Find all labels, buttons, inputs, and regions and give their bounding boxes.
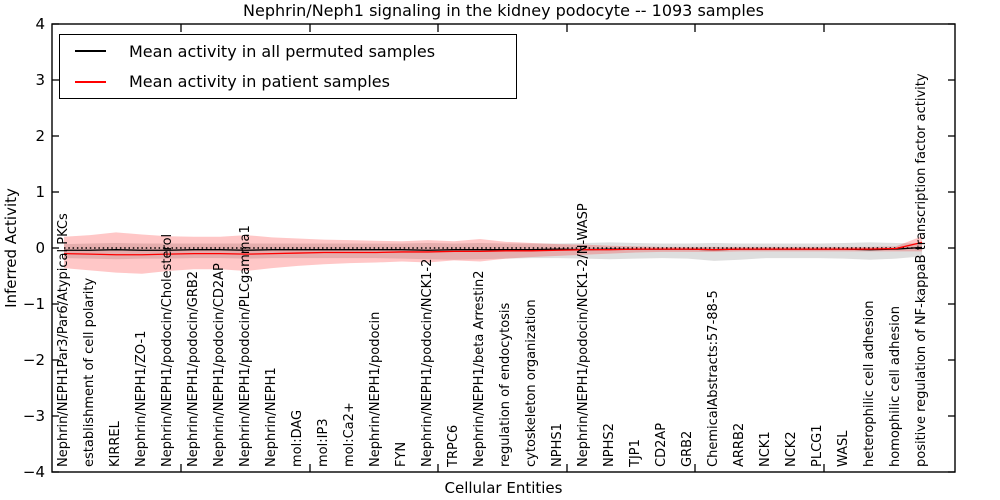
x-tick-label: ChemicalAbstracts:57-88-5 (706, 290, 721, 467)
x-tick-label: establishment of cell polarity (82, 277, 97, 467)
patient-range-band (64, 232, 922, 274)
x-tick-label: ARRB2 (732, 422, 747, 467)
x-tick-label: cytoskeleton organization (524, 299, 539, 467)
x-tick-label: Nephrin/NEPH1/podocin/NCK1-2/N-WASP (576, 203, 591, 467)
x-tick-label: CD2AP (654, 422, 669, 467)
x-tick-label: Nephrin/NEPH1 (264, 367, 279, 467)
x-tick-label: Nephrin/NEPH1/podocin/CD2AP (212, 263, 227, 467)
x-tick-label: PLCG1 (810, 424, 825, 467)
x-tick-label: Nephrin/NEPH1/beta Arrestin2 (472, 270, 487, 468)
x-tick-label: Nephrin/NEPH1/podocin/NCK1-2 (420, 258, 435, 467)
y-tick-label: 4 (35, 15, 45, 33)
x-tick-label: Nephrin/NEPH1/ZO-1 (134, 330, 149, 467)
x-tick-label: TRPC6 (446, 424, 461, 467)
x-tick-label: heterophilic cell adhesion (862, 300, 877, 468)
legend-item-patient: Mean activity in patient samples (60, 68, 516, 96)
y-tick-label: −3 (23, 407, 45, 425)
x-tick-label: NPHS1 (550, 423, 565, 467)
x-tick-label: TJP1 (628, 439, 643, 467)
x-tick-label: FYN (394, 441, 409, 467)
x-axis-label: Cellular Entities (444, 479, 563, 497)
y-tick-label: −4 (23, 463, 45, 481)
x-tick-label: homophilic cell adhesion (888, 306, 903, 467)
legend-line-red-icon (75, 80, 106, 83)
legend-label-permuted: Mean activity in all permuted samples (129, 41, 436, 61)
x-tick-label: WASL (836, 430, 851, 467)
x-tick-label: Nephrin/NEPH1/podocin (368, 311, 383, 467)
x-tick-label: NCK2 (784, 431, 799, 467)
x-tick-label: Nephrin/NEPH1Par3/Par6/Atypical PKCs (56, 213, 71, 467)
x-tick-label: NPHS2 (602, 423, 617, 467)
y-tick-label: 1 (35, 183, 45, 201)
x-tick-label: mol:DAG (290, 409, 305, 467)
y-tick-label: 0 (35, 239, 45, 257)
y-tick-label: −1 (23, 295, 45, 313)
y-tick-label: 2 (35, 127, 45, 145)
x-tick-label: regulation of endocytosis (498, 302, 513, 467)
x-tick-label: GRB2 (680, 430, 695, 467)
x-tick-label: mol:Ca2+ (342, 402, 357, 467)
y-tick-label: 3 (35, 71, 45, 89)
y-tick-label: −2 (23, 351, 45, 369)
x-tick-label: positive regulation of NF-kappaB transcr… (914, 73, 929, 467)
legend-label-patient: Mean activity in patient samples (129, 72, 390, 92)
chart-title: Nephrin/Neph1 signaling in the kidney po… (243, 1, 764, 20)
legend: Mean activity in all permuted samples Me… (59, 34, 517, 99)
x-tick-label: NCK1 (758, 431, 773, 467)
x-tick-label: Nephrin/NEPH1/podocin/PLCgamma1 (238, 225, 253, 467)
x-tick-label: Nephrin/NEPH1/podocin/GRB2 (186, 270, 201, 467)
legend-line-black-icon (75, 50, 106, 53)
x-tick-label: KIRREL (108, 421, 123, 467)
x-tick-label: Nephrin/NEPH1/podocin/Cholesterol (160, 233, 175, 467)
patient-mean-line (63, 241, 923, 256)
legend-item-permuted: Mean activity in all permuted samples (60, 37, 516, 65)
x-tick-label: mol:IP3 (316, 418, 331, 467)
